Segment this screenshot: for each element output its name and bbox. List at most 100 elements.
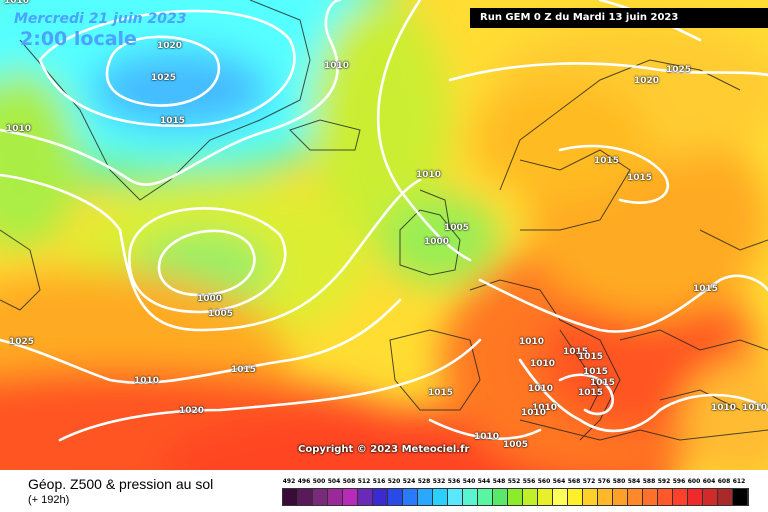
isobar-label: 1015 [160,116,186,126]
isobar-label: 1005 [208,309,234,319]
scale-tick-label: 608 [717,478,731,485]
scale-swatch [658,489,673,505]
isobar-label: 1015 [578,352,604,362]
isobar-label: 1025 [666,65,692,75]
scale-tick-label: 536 [447,478,461,485]
isobar-label: 1010 [521,408,547,418]
isobar-label: 1020 [157,41,183,51]
scale-tick-label: 500 [312,478,326,485]
scale-swatch [613,489,628,505]
copyright-notice: Copyright © 2023 Meteociel.fr [298,444,470,455]
scale-swatch [523,489,538,505]
scale-swatch [553,489,568,505]
scale-swatch [733,489,748,505]
scale-swatch [418,489,433,505]
scale-swatch [328,489,343,505]
scale-tick-label: 592 [657,478,671,485]
scale-swatch [313,489,328,505]
scale-swatch [568,489,583,505]
scale-swatch [358,489,373,505]
scale-swatch [583,489,598,505]
scale-tick-label: 580 [612,478,626,485]
scale-tick-label: 584 [627,478,641,485]
scale-swatch [538,489,553,505]
weather-map: Mercredi 21 juin 2023 2:00 locale Run GE… [0,0,768,470]
isobar-label: 1015 [590,378,616,388]
scale-swatch [643,489,658,505]
scale-tick-label: 492 [282,478,296,485]
scale-tick-label: 604 [702,478,716,485]
scale-tick-label: 528 [417,478,431,485]
geopotential-field [0,0,768,470]
scale-swatch [403,489,418,505]
forecast-time: 2:00 locale [20,28,137,50]
scale-tick-label: 496 [297,478,311,485]
isobar-label: 1005 [444,223,470,233]
scale-tick-label: 612 [732,478,746,485]
scale-swatches [282,488,749,506]
scale-swatch [598,489,613,505]
scale-tick-label: 520 [387,478,401,485]
run-info: Run GEM 0 Z du Mardi 13 juin 2023 [470,8,768,28]
isobar-label: 1015 [583,367,609,377]
isobar-label: 1010 [416,170,442,180]
isobar-label: 1020 [179,406,205,416]
scale-tick-label: 600 [687,478,701,485]
forecast-date: Mercredi 21 juin 2023 [14,11,187,27]
forecast-title: Mercredi 21 juin 2023 2:00 locale [14,12,186,49]
isobar-label: 1015 [563,347,589,357]
scale-tick-label: 532 [432,478,446,485]
scale-tick-label: 508 [342,478,356,485]
scale-tick-label: 576 [597,478,611,485]
isobar-label: 1010 [324,61,350,71]
scale-tick-label: 564 [552,478,566,485]
scale-tick-label: 572 [582,478,596,485]
isobar-label: 1025 [9,337,35,347]
isobar-label: 1010 [711,403,737,413]
scale-swatch [373,489,388,505]
scale-swatch [478,489,493,505]
isobar-label: 1010 [528,384,554,394]
scale-tick-label: 588 [642,478,656,485]
isobar-label: 1015 [594,156,620,166]
scale-swatch [433,489,448,505]
isobar-label: 1010 [742,403,768,413]
scale-swatch [718,489,733,505]
isobar-label: 1010 [530,359,556,369]
scale-swatch [703,489,718,505]
isobar-label: 1010 [519,337,545,347]
scale-swatch [343,489,358,505]
scale-swatch [463,489,478,505]
scale-tick-label: 560 [537,478,551,485]
scale-tick-label: 568 [567,478,581,485]
scale-swatch [628,489,643,505]
isobar-label: 1010 [6,124,32,134]
isobar-label: 1015 [627,173,653,183]
isobar-label: 1015 [231,365,257,375]
scale-swatch [298,489,313,505]
scale-tick-label: 512 [357,478,371,485]
isobar-label: 1000 [424,237,450,247]
isobar-label: 1010 [532,403,558,413]
scale-swatch [388,489,403,505]
isobar-label: 1015 [428,388,454,398]
scale-tick-label: 504 [327,478,341,485]
scale-tick-label: 516 [372,478,386,485]
isobar-label: 1015 [693,284,719,294]
legend-subtitle: (+ 192h) [28,494,70,506]
scale-tick-label: 544 [477,478,491,485]
isobar-label: 1000 [197,294,223,304]
isobar-label: 1010 [474,432,500,442]
scale-tick-label: 556 [522,478,536,485]
scale-tick-label: 524 [402,478,416,485]
legend-title: Géop. Z500 & pression au sol [28,476,214,492]
scale-tick-label: 596 [672,478,686,485]
isobar-label: 1020 [634,76,660,86]
isobar-label: 1010 [134,376,160,386]
scale-tick-label: 552 [507,478,521,485]
isobar-label: 1015 [578,388,604,398]
scale-swatch [448,489,463,505]
isobar-label: 1010 [4,0,30,6]
isobar-label: 1025 [151,73,177,83]
scale-swatch [673,489,688,505]
